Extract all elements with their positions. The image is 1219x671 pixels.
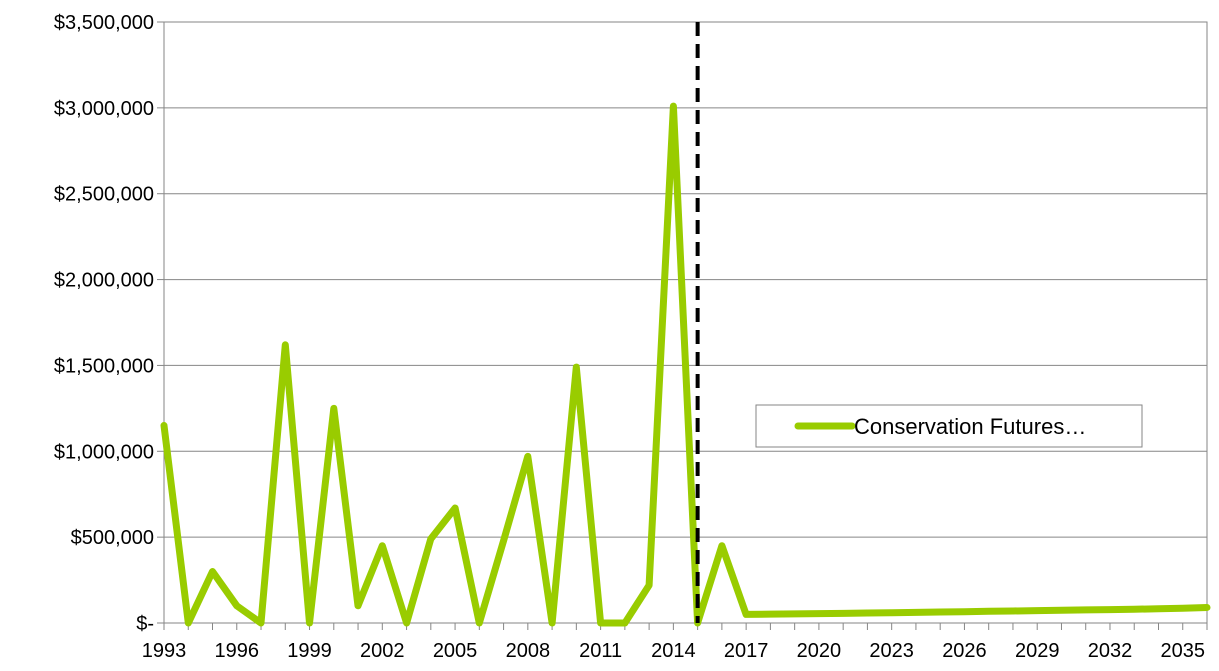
series-lines xyxy=(160,102,1211,627)
x-tick-label: 2014 xyxy=(651,640,696,662)
y-tick-label: $3,000,000 xyxy=(54,98,154,120)
x-tick-label: 2002 xyxy=(360,640,405,662)
x-tick-label: 2035 xyxy=(1160,640,1205,662)
x-tick-labels: 1993 1996 1999 2002 2005 2008 2011 2014 2017 2020… xyxy=(142,640,1205,662)
legend: Conservation Futures… xyxy=(755,404,1143,448)
x-tick-label: 2011 xyxy=(579,640,622,662)
plot-area-border xyxy=(163,21,1208,624)
legend-label: Conservation Futures… xyxy=(854,414,1086,439)
axes xyxy=(157,21,1208,630)
x-tick-label: 1993 xyxy=(142,640,187,662)
x-tick-label: 2026 xyxy=(942,640,987,662)
x-tick-label: 1999 xyxy=(287,640,332,662)
y-tick-label: $2,500,000 xyxy=(54,184,154,206)
x-tick-label: 2008 xyxy=(506,640,551,662)
x-tick-label: 2017 xyxy=(724,640,769,662)
y-tick-label: $- xyxy=(136,613,154,635)
gridlines xyxy=(164,21,1207,538)
x-tick-label: 2023 xyxy=(869,640,914,662)
y-tick-label: $500,000 xyxy=(71,527,154,549)
y-tick-label: $2,000,000 xyxy=(54,270,154,292)
y-tick-label: $1,000,000 xyxy=(54,441,154,463)
y-tick-label: $1,500,000 xyxy=(54,355,154,377)
x-tick-label: 1996 xyxy=(215,640,260,662)
x-tick-label: 2005 xyxy=(433,640,478,662)
x-tick-label: 2020 xyxy=(797,640,842,662)
x-tick-label: 2029 xyxy=(1015,640,1060,662)
series-line xyxy=(160,102,1211,627)
y-tick-labels: $- $500,000 $1,000,000 $1,500,000 $2,000,000… xyxy=(54,12,154,635)
x-tick-label: 2032 xyxy=(1088,640,1133,662)
y-tick-label: $3,500,000 xyxy=(54,12,154,34)
